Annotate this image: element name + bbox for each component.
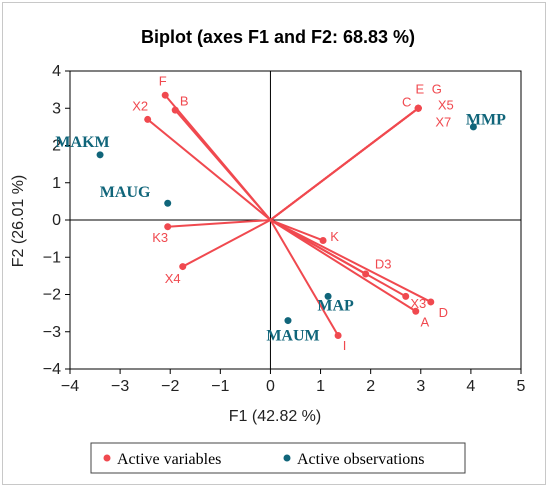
variable-label: G	[432, 82, 442, 97]
y-tick-label: 3	[52, 100, 61, 117]
variable-label: X7	[435, 114, 451, 129]
legend-variables-label: Active variables	[117, 451, 221, 468]
variable-vector	[147, 118, 272, 221]
variable-point	[412, 307, 420, 315]
observation-label: MAKM	[55, 134, 109, 151]
observation-label: MMP	[466, 111, 506, 128]
variable-vector	[182, 219, 271, 268]
variable-vector	[269, 219, 432, 303]
y-tick-label: −1	[43, 249, 61, 266]
variable-point	[164, 223, 172, 231]
x-tick-label: 3	[416, 378, 425, 395]
variable-vector	[174, 109, 272, 221]
variable-label: C	[402, 95, 411, 110]
variable-point	[319, 236, 327, 244]
variable-label: X3	[410, 296, 426, 311]
variable-point	[402, 292, 410, 300]
variable-label: E	[415, 82, 424, 97]
legend-observations-marker	[283, 454, 291, 462]
variable-vector	[269, 219, 417, 313]
x-tick-label: 5	[517, 378, 526, 395]
x-tick-label: −1	[211, 378, 229, 395]
observation-point	[164, 199, 172, 207]
y-tick-label: 1	[52, 175, 61, 192]
x-tick-label: 1	[316, 378, 325, 395]
x-tick-label: −3	[111, 378, 129, 395]
variable-label: X2	[132, 98, 148, 113]
observation-point	[324, 292, 332, 300]
legend-observations-label: Active observations	[297, 451, 425, 468]
variable-label: D3	[375, 257, 392, 272]
variable-label: I	[343, 338, 347, 353]
legend: Active variables Active observations	[90, 442, 466, 474]
x-tick-label: −4	[61, 378, 79, 395]
variable-label: B	[180, 94, 189, 109]
x-tick-label: −2	[161, 378, 179, 395]
observation-label: MAUG	[100, 184, 151, 201]
y-tick-label: 2	[52, 138, 61, 155]
variable-point	[334, 331, 342, 339]
variable-label: D	[439, 305, 448, 320]
variable-point	[161, 91, 169, 99]
legend-variables-marker	[103, 454, 111, 462]
observation-point	[284, 317, 292, 325]
variable-label: F	[159, 73, 167, 88]
variable-label: K	[330, 229, 339, 244]
x-tick-label: 4	[466, 378, 475, 395]
y-tick-label: −2	[43, 287, 61, 304]
plot-area: −4 −3 −2 −1 0 1 2 3 4 5 −4 −3 −2 −1 0 1 2 3 4 FB X2 K3 X4 K D3 X3…	[43, 63, 526, 395]
legend-box	[90, 442, 466, 474]
variable-point	[171, 106, 179, 114]
biplot-chart: Biplot (axes F1 and F2: 68.83 %) −4 −3 −2−…	[10, 27, 526, 474]
observation-label: MAP	[317, 298, 354, 315]
variable-point	[362, 270, 370, 278]
variable-vector	[269, 219, 339, 336]
variable-label: X5	[438, 97, 454, 112]
x-tick-label: 2	[366, 378, 375, 395]
variable-vector	[269, 219, 407, 298]
observation-label: MAUM	[266, 327, 319, 344]
y-tick-label: −4	[43, 361, 61, 378]
chart-frame: Biplot (axes F1 and F2: 68.83 %) −4 −3 −2−…	[2, 2, 546, 485]
y-tick-label: 0	[52, 212, 61, 229]
y-tick-label: −3	[43, 324, 61, 341]
variable-label: A	[420, 314, 429, 329]
y-axis-label: F2 (26.01 %)	[10, 175, 27, 267]
variable-point	[414, 104, 422, 112]
variable-label: K3	[152, 230, 168, 245]
chart-title: Biplot (axes F1 and F2: 68.83 %)	[141, 27, 415, 47]
x-axis-label: F1 (42.82 %)	[229, 408, 321, 425]
variable-label: X4	[165, 271, 181, 286]
variable-point	[144, 115, 152, 123]
variable-point	[427, 298, 435, 306]
variable-vector	[269, 107, 419, 221]
variable-vector	[167, 219, 271, 228]
variable-point	[179, 263, 187, 271]
y-tick-label: 4	[52, 63, 61, 80]
observation-point	[469, 123, 477, 131]
observation-point	[96, 151, 104, 159]
x-tick-label: 0	[266, 378, 275, 395]
